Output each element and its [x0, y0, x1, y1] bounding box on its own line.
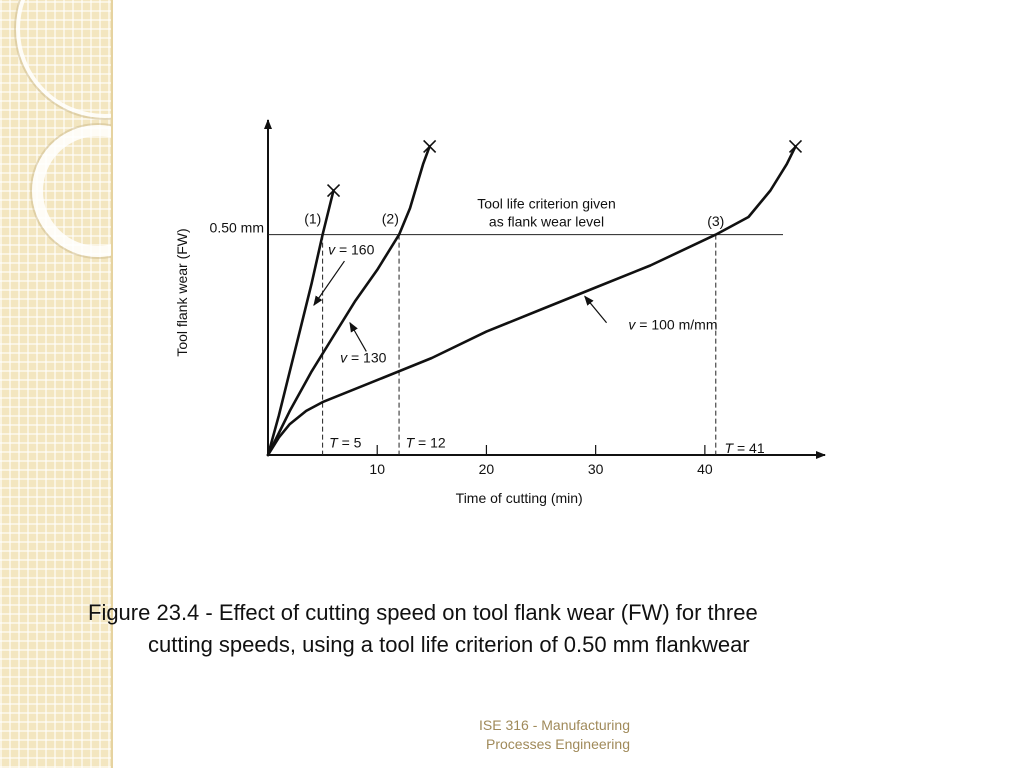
figure-caption: Figure 23.4 - Effect of cutting speed on…	[88, 597, 1024, 661]
x-tick-label-30: 30	[588, 461, 604, 477]
decorative-ring-middle	[32, 125, 113, 257]
series-1-name-label: (1)	[304, 211, 321, 227]
series-2-end-marker	[423, 139, 437, 154]
series-3-end-marker	[788, 139, 803, 154]
flank-wear-chart: 10 20 30 40 Time of cutting (min) Tool flank …	[174, 119, 826, 506]
figure-caption-line-1: Figure 23.4 - Effect of cutting speed on…	[88, 600, 758, 625]
series-2-name-label: (2)	[382, 211, 399, 227]
series-2-tool-life-label: T = 12	[406, 435, 446, 451]
series-1-speed-label: v = 160	[328, 241, 375, 257]
series-3-end-marker-stroke-b	[788, 139, 803, 154]
y-tick-label-criterion: 0.50 mm	[210, 220, 264, 236]
series-1-pointer-arrow	[313, 260, 345, 306]
y-axis-label: Tool flank wear (FW)	[174, 228, 190, 356]
x-axis-label: Time of cutting (min)	[456, 490, 583, 506]
series-3-tool-life-label: T = 41	[725, 440, 765, 456]
series-1-line	[266, 189, 335, 457]
series-1-tool-life-label: T = 5	[329, 435, 362, 451]
slide-footer: ISE 316 - Manufacturing Processes Engine…	[400, 716, 630, 754]
footer-line-2: Processes Engineering	[486, 736, 630, 752]
series-3-name-label: (3)	[707, 213, 724, 229]
series-2-speed-label: v = 130	[340, 349, 387, 365]
decorative-side-band	[0, 0, 113, 768]
series-1-end-marker-stroke-b	[326, 183, 341, 198]
x-tick-label-20: 20	[479, 461, 495, 477]
series-2-line	[266, 145, 431, 457]
footer-line-1: ISE 316 - Manufacturing	[479, 717, 630, 733]
series-3-line	[266, 145, 797, 457]
series-3-pointer-arrow	[584, 295, 608, 324]
series-3-speed-label: v = 100 m/mm	[628, 316, 717, 332]
figure-caption-line-2: cutting speeds, using a tool life criter…	[148, 632, 750, 657]
series-2-pointer-arrow	[349, 321, 367, 352]
series-1-end-marker	[326, 183, 341, 198]
x-tick-label-40: 40	[697, 461, 713, 477]
criterion-label-line-2: as flank wear level	[489, 214, 604, 230]
decorative-ring-top	[16, 0, 113, 118]
criterion-label-line-1: Tool life criterion given	[477, 196, 616, 212]
x-tick-label-10: 10	[369, 461, 385, 477]
series-2-end-marker-stroke-b	[423, 139, 437, 154]
